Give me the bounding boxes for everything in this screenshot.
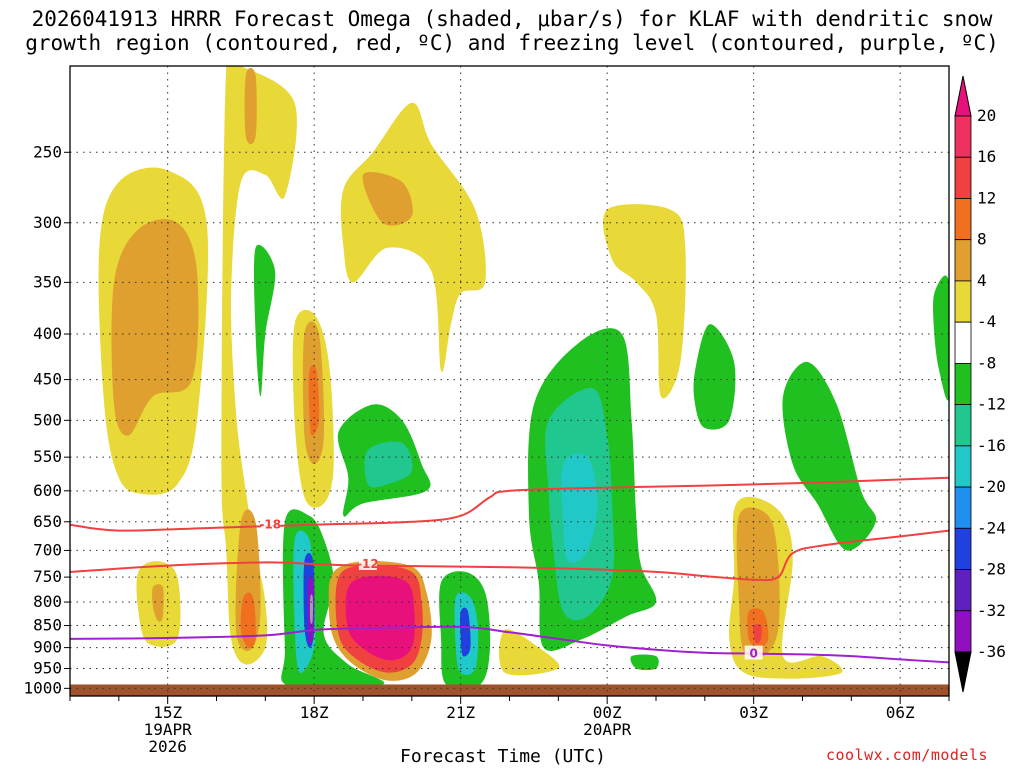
- y-tick-label-250: 250: [33, 142, 62, 161]
- colorbar-label-12: 12: [977, 188, 996, 207]
- x-tick-label-18Z: 18Z: [300, 703, 329, 722]
- colorbar-swatch--12: [954, 404, 972, 447]
- omega-region-2: [221, 66, 297, 665]
- colorbar-swatch-4: [954, 280, 972, 323]
- x-tick-label-06Z: 06Z: [886, 703, 915, 722]
- y-tick-label-750: 750: [33, 567, 62, 586]
- contour-label-dendritic-upper: -18: [259, 518, 281, 532]
- chart-title-line2: growth region (contoured, red, ºC) and f…: [25, 31, 999, 55]
- omega-strong-ascent-band-1: [345, 575, 415, 661]
- grid-lines: [70, 66, 949, 696]
- y-tick-label-450: 450: [33, 370, 62, 389]
- chart-title-line1: 2026041913 HRRR Forecast Omega (shaded, …: [31, 7, 993, 31]
- x-tick-sublabel-19APR: 19APR: [144, 720, 193, 739]
- y-tick-label-400: 400: [33, 324, 62, 343]
- contour-label-dendritic-lower: -12: [357, 557, 379, 571]
- colorbar-label--12: -12: [977, 395, 1006, 414]
- contour-label-freezing-level: 0: [749, 647, 757, 661]
- x-axis-title: Forecast Time (UTC): [400, 746, 606, 767]
- y-tick-label-900: 900: [33, 638, 62, 657]
- y-axis: 250 300 350 400 450 500 550 600 650 700 750 800 850 9…: [23, 142, 70, 697]
- x-tick-label-21Z: 21Z: [446, 703, 475, 722]
- omega-region-18: [499, 629, 560, 676]
- colorbar-label--24: -24: [977, 518, 1006, 537]
- credit-link[interactable]: coolwx.com/models: [826, 746, 989, 764]
- omega-region-36: [630, 654, 659, 671]
- omega-region-33: [693, 324, 736, 430]
- x-tick-label-03Z: 03Z: [739, 703, 768, 722]
- colorbar-swatch--32: [954, 610, 972, 653]
- colorbar-swatch-12: [954, 198, 972, 241]
- colorbar-swatch--4: [954, 321, 972, 364]
- x-tick-sublabel-2026: 2026: [148, 737, 187, 756]
- colorbar-label--4: -4: [977, 312, 996, 331]
- colorbar-label--36: -36: [977, 642, 1006, 661]
- omega-region-32: [561, 453, 598, 563]
- y-tick-label-550: 550: [33, 447, 62, 466]
- omega-region-34: [782, 361, 877, 551]
- colorbar-label--28: -28: [977, 560, 1006, 579]
- omega-region-21: [364, 441, 413, 488]
- x-tick-label-00Z: 00Z: [593, 703, 622, 722]
- colorbar-swatch--8: [954, 362, 972, 406]
- colorbar-over-arrow: [954, 75, 972, 117]
- colorbar-label--8: -8: [977, 353, 996, 372]
- colorbar-label-8: 8: [977, 230, 987, 249]
- colorbar-label-20: 20: [977, 106, 996, 125]
- contour-label-bg-freezing-level: [744, 645, 763, 660]
- y-tick-label-300: 300: [33, 213, 62, 232]
- contour-dendritic-upper: [70, 476, 949, 532]
- contour-label-bg-dendritic-upper: [261, 516, 280, 531]
- y-tick-label-700: 700: [33, 540, 62, 559]
- omega-region-9: [340, 102, 486, 373]
- omega-shading-layer: [70, 66, 949, 696]
- omega-region-8: [308, 365, 320, 436]
- y-tick-label-600: 600: [33, 481, 62, 500]
- colorbar-swatch--16: [954, 445, 972, 488]
- contour-dendritic-lower: [70, 529, 949, 582]
- contour-label-bg-dendritic-lower: [358, 555, 377, 570]
- y-tick-label-650: 650: [33, 512, 62, 531]
- colorbar-under-arrow: [954, 651, 972, 693]
- omega-region-17: [753, 624, 762, 644]
- x-tick-label-15Z: 15Z: [153, 703, 182, 722]
- omega-region-26: [310, 594, 313, 624]
- contour-freezing-level: [70, 625, 949, 664]
- omega-region-12: [152, 584, 164, 622]
- colorbar-swatch--28: [954, 569, 972, 612]
- omega-region-5: [240, 592, 256, 649]
- contour-layer: -18 -12 0: [70, 476, 949, 664]
- colorbar-label-16: 16: [977, 147, 996, 166]
- colorbar-label--32: -32: [977, 601, 1006, 620]
- y-tick-label-800: 800: [33, 592, 62, 611]
- omega-region-29: [460, 607, 471, 657]
- y-tick-label-950: 950: [33, 659, 62, 678]
- colorbar-swatch--24: [954, 527, 972, 570]
- colorbar-swatch-20: [954, 115, 972, 158]
- omega-region-19: [253, 244, 276, 397]
- y-tick-label-850: 850: [33, 615, 62, 634]
- omega-region-1: [111, 219, 199, 436]
- y-tick-label-350: 350: [33, 272, 62, 291]
- omega-region-10: [362, 172, 413, 226]
- y-tick-label-500: 500: [33, 410, 62, 429]
- ground-surface: [70, 684, 949, 696]
- colorbar-swatch-16: [954, 156, 972, 199]
- y-tick-label-1000: 1000: [23, 678, 62, 697]
- colorbar-label-4: 4: [977, 271, 987, 290]
- omega-region-13: [603, 204, 686, 399]
- x-tick-sublabel-20APR: 20APR: [583, 720, 632, 739]
- colorbar: 20 16 12 8 4 -4 -8 -12 -16 -20 -24 -28 -32 -36: [954, 75, 1006, 693]
- colorbar-label--16: -16: [977, 436, 1006, 455]
- colorbar-label--20: -20: [977, 477, 1006, 496]
- colorbar-swatch--20: [954, 486, 972, 529]
- omega-region-35: [933, 275, 949, 401]
- omega-region-3: [244, 67, 257, 145]
- colorbar-swatch-8: [954, 239, 972, 282]
